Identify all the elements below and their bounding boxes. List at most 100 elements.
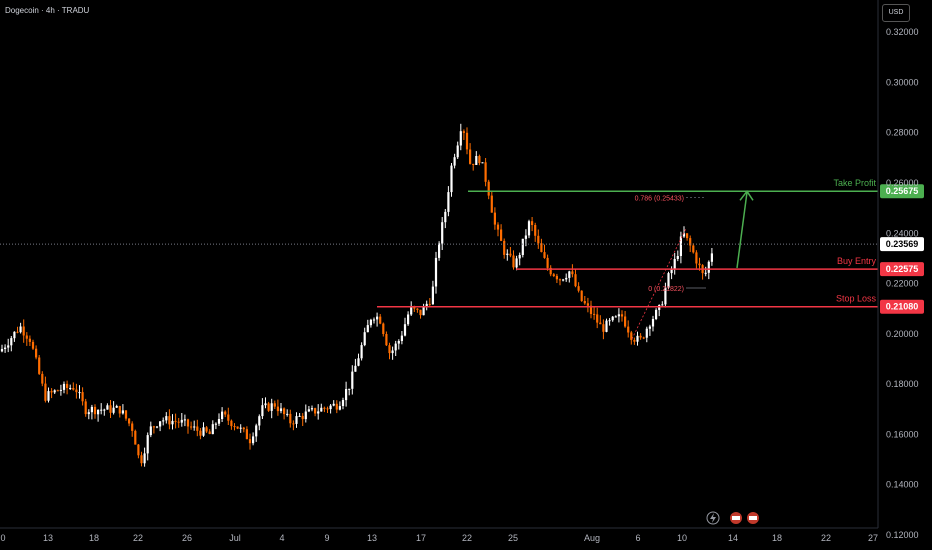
candle-body: [174, 420, 177, 422]
candle-body: [155, 426, 159, 428]
toolbar-icons[interactable]: [706, 511, 759, 525]
candle-body: [692, 245, 695, 253]
candle-body: [112, 407, 115, 413]
price-tick-label: 0.16000: [886, 429, 919, 439]
time-tick-label: 0: [0, 533, 5, 543]
candle-body: [224, 411, 227, 415]
candle-body: [633, 340, 636, 342]
candle-body: [7, 345, 10, 348]
candle-body: [630, 332, 633, 340]
candle-body: [673, 259, 676, 270]
level-lines: Take Profit 0.25675 Buy Entry 0.22575 Stop L…: [377, 178, 924, 314]
candle-body: [577, 286, 580, 291]
candle-body: [35, 348, 38, 358]
lightning-icon[interactable]: [706, 511, 720, 525]
candle-body: [475, 156, 478, 165]
candle-body: [360, 345, 363, 359]
projection-arrow-head: [739, 190, 754, 201]
candle-body: [620, 314, 624, 317]
candle-body: [124, 410, 128, 419]
candle-body: [314, 408, 317, 414]
candle-body: [252, 436, 255, 444]
time-tick-label: 13: [43, 533, 53, 543]
candle-body: [354, 365, 357, 372]
candle-body: [69, 388, 72, 389]
price-tick-label: 0.32000: [886, 27, 919, 37]
candle-body: [407, 314, 410, 325]
candle-body: [236, 426, 239, 429]
candle-body: [143, 453, 146, 464]
candle-body: [686, 233, 689, 239]
level-name-label: Buy Entry: [837, 256, 877, 266]
candle-body: [627, 326, 630, 333]
candle-body: [571, 271, 574, 275]
candle-body: [78, 392, 81, 394]
time-tick-label: 27: [868, 533, 878, 543]
candle-body: [521, 238, 524, 255]
candle-body: [624, 316, 627, 327]
level-price-tag: [880, 184, 924, 199]
lightning-icon-glyph: [710, 513, 716, 523]
candle-body: [267, 403, 270, 411]
time-tick-label: 17: [416, 533, 426, 543]
candle-body: [534, 225, 537, 236]
candle-body: [515, 258, 518, 268]
candle-body: [168, 416, 171, 425]
price-tick-label: 0.26000: [886, 178, 919, 188]
candle-body: [524, 235, 527, 239]
price-tick-label: 0.18000: [886, 379, 919, 389]
fib-trend-line: [631, 228, 687, 340]
candle-body: [100, 409, 103, 411]
candle-body: [307, 409, 310, 412]
time-axis[interactable]: 0 13 18 22 26 Jul 4 9 13 17 22 25 Aug 6 10 14 18 22 27: [0, 533, 878, 543]
level-name-label: Stop Loss: [836, 294, 877, 304]
candle-body: [276, 406, 279, 412]
candle-body: [351, 371, 354, 389]
event-flag-icon-glyph: [749, 516, 757, 520]
time-tick-label: 9: [324, 533, 329, 543]
candle-body: [279, 408, 283, 412]
candle-body: [583, 301, 586, 304]
candle-body: [428, 303, 431, 305]
price-tick-label: 0.28000: [886, 128, 919, 138]
candle-body: [239, 427, 242, 429]
candle-body: [59, 389, 62, 391]
candle-body: [230, 420, 233, 427]
candle-body: [459, 131, 462, 146]
candle-body: [543, 252, 546, 258]
candle-body: [593, 313, 596, 315]
candle-body: [481, 162, 484, 164]
candle-body: [416, 308, 419, 310]
candle-body: [605, 320, 608, 332]
candle-body: [264, 403, 267, 406]
candle-body: [586, 303, 589, 306]
candle-body: [484, 162, 487, 182]
level-price-label: 0.22575: [886, 264, 919, 274]
candle-body: [41, 373, 44, 384]
candle-body: [193, 426, 196, 428]
currency-selector[interactable]: USD: [882, 4, 910, 22]
candle-body: [651, 319, 655, 327]
candle-body: [286, 413, 289, 415]
candle-body: [115, 406, 118, 408]
candle-body: [165, 416, 168, 421]
fib-0-label: 0 (0.21822): [648, 286, 684, 293]
candle-body: [642, 337, 645, 339]
level-price-tag: [880, 262, 924, 277]
candle-body: [707, 261, 710, 273]
candle-body: [341, 400, 345, 406]
candle-body: [149, 426, 152, 436]
candle-body: [676, 256, 679, 259]
candle-body: [159, 421, 162, 427]
candle-body: [118, 406, 121, 414]
time-tick-label: 6: [635, 533, 640, 543]
candle-body: [379, 316, 382, 324]
candle-body: [639, 335, 642, 338]
candle-body: [329, 405, 332, 410]
candle-body: [22, 326, 25, 336]
candle-body: [562, 279, 565, 281]
candle-body: [546, 257, 549, 268]
price-axis[interactable]: 0.32000 0.30000 0.28000 0.26000 0.24000 0.220…: [886, 27, 919, 540]
candle-body: [710, 253, 713, 262]
